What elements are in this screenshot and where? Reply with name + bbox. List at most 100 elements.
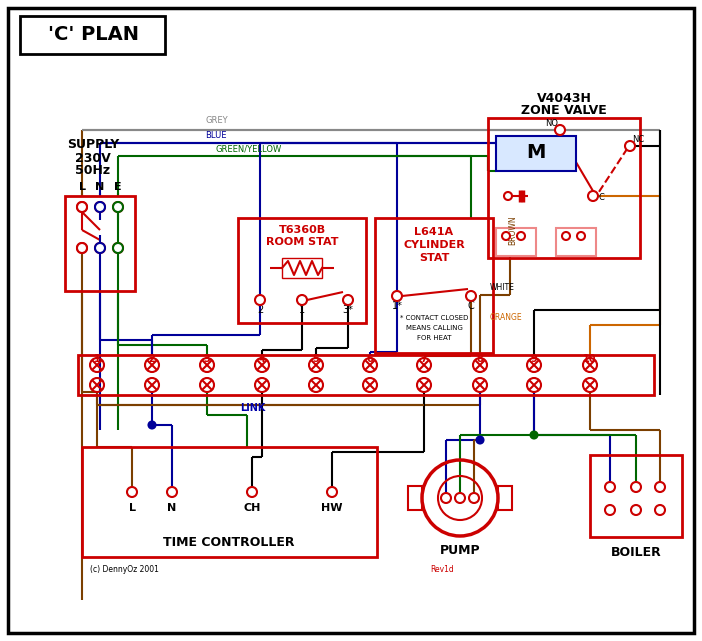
Circle shape <box>327 487 337 497</box>
Circle shape <box>466 291 476 301</box>
Circle shape <box>113 243 123 253</box>
Text: GREEN/YELLOW: GREEN/YELLOW <box>215 144 282 153</box>
Circle shape <box>255 295 265 305</box>
Text: T6360B: T6360B <box>279 225 326 235</box>
Circle shape <box>504 192 512 200</box>
Circle shape <box>113 202 123 212</box>
Circle shape <box>455 493 465 503</box>
Circle shape <box>631 482 641 492</box>
Text: L: L <box>79 182 86 192</box>
Text: (c) DennyOz 2001: (c) DennyOz 2001 <box>90 565 159 574</box>
Text: LINK: LINK <box>240 403 265 413</box>
Circle shape <box>113 243 123 253</box>
Text: CYLINDER: CYLINDER <box>403 240 465 250</box>
Text: STAT: STAT <box>419 253 449 263</box>
Circle shape <box>127 487 137 497</box>
Text: N: N <box>442 495 449 504</box>
Circle shape <box>605 505 615 515</box>
Text: 6: 6 <box>366 354 373 364</box>
Circle shape <box>95 243 105 253</box>
Circle shape <box>517 232 525 240</box>
Text: BLUE: BLUE <box>205 131 227 140</box>
Circle shape <box>588 191 598 201</box>
Text: E: E <box>633 485 639 494</box>
Text: SUPPLY: SUPPLY <box>67 138 119 151</box>
Circle shape <box>149 422 156 428</box>
Text: WHITE: WHITE <box>490 283 515 292</box>
Text: 10: 10 <box>583 354 597 364</box>
Bar <box>590 455 682 537</box>
Circle shape <box>441 493 451 503</box>
Text: E: E <box>457 495 463 504</box>
Text: L: L <box>657 485 663 494</box>
Text: 8: 8 <box>477 354 484 364</box>
Text: C: C <box>468 301 475 311</box>
Text: NC: NC <box>632 135 644 144</box>
Text: C: C <box>598 194 604 203</box>
Circle shape <box>297 295 307 305</box>
Text: 230V: 230V <box>75 151 111 165</box>
Text: ROOM STAT: ROOM STAT <box>266 237 338 247</box>
Text: ORANGE: ORANGE <box>490 313 522 322</box>
Text: 'C' PLAN: 'C' PLAN <box>48 26 138 44</box>
Text: L641A: L641A <box>414 227 453 237</box>
Text: 1: 1 <box>93 354 100 364</box>
Bar <box>488 118 640 258</box>
Circle shape <box>77 202 87 212</box>
Text: MEANS CALLING: MEANS CALLING <box>406 325 463 331</box>
Circle shape <box>631 505 641 515</box>
Circle shape <box>655 505 665 515</box>
Text: * CONTACT CLOSED: * CONTACT CLOSED <box>400 315 468 321</box>
Text: BROWN: BROWN <box>508 215 517 245</box>
Circle shape <box>625 141 635 151</box>
Bar <box>65 196 135 291</box>
Circle shape <box>77 243 87 253</box>
Text: 3: 3 <box>204 354 211 364</box>
Text: N: N <box>95 182 105 192</box>
Circle shape <box>95 202 105 212</box>
Circle shape <box>531 431 538 438</box>
Bar <box>82 447 377 557</box>
Text: HW: HW <box>322 503 343 513</box>
Text: L: L <box>471 495 477 504</box>
Circle shape <box>562 232 570 240</box>
Circle shape <box>77 243 87 253</box>
Text: N: N <box>607 485 614 494</box>
Circle shape <box>477 437 484 444</box>
Bar <box>408 486 422 510</box>
Text: 50Hz: 50Hz <box>75 165 110 178</box>
Bar <box>556 228 596 256</box>
Text: 1: 1 <box>299 305 305 315</box>
Circle shape <box>77 202 87 212</box>
Text: M: M <box>526 144 545 163</box>
Circle shape <box>95 243 105 253</box>
Circle shape <box>577 232 585 240</box>
Text: E: E <box>114 182 122 192</box>
Bar <box>78 355 654 395</box>
Text: N: N <box>167 503 177 513</box>
Text: 3*: 3* <box>343 305 353 315</box>
Text: 5: 5 <box>312 354 319 364</box>
Circle shape <box>167 487 177 497</box>
Bar <box>238 218 366 323</box>
Text: NO: NO <box>545 119 559 128</box>
Circle shape <box>392 291 402 301</box>
Text: 2: 2 <box>149 354 155 364</box>
Text: L: L <box>128 503 135 513</box>
Circle shape <box>469 493 479 503</box>
Circle shape <box>95 202 105 212</box>
Text: BOILER: BOILER <box>611 545 661 558</box>
Circle shape <box>113 202 123 212</box>
Text: 9: 9 <box>531 354 537 364</box>
Text: 1*: 1* <box>392 301 402 311</box>
Text: FOR HEAT: FOR HEAT <box>417 335 451 341</box>
Text: 7: 7 <box>420 354 428 364</box>
Text: V4043H: V4043H <box>536 92 592 104</box>
Circle shape <box>655 482 665 492</box>
Text: TIME CONTROLLER: TIME CONTROLLER <box>164 535 295 549</box>
Bar <box>375 218 493 353</box>
Text: Rev1d: Rev1d <box>430 565 453 574</box>
Circle shape <box>502 232 510 240</box>
Text: GREY: GREY <box>205 116 227 125</box>
Bar <box>496 228 536 256</box>
